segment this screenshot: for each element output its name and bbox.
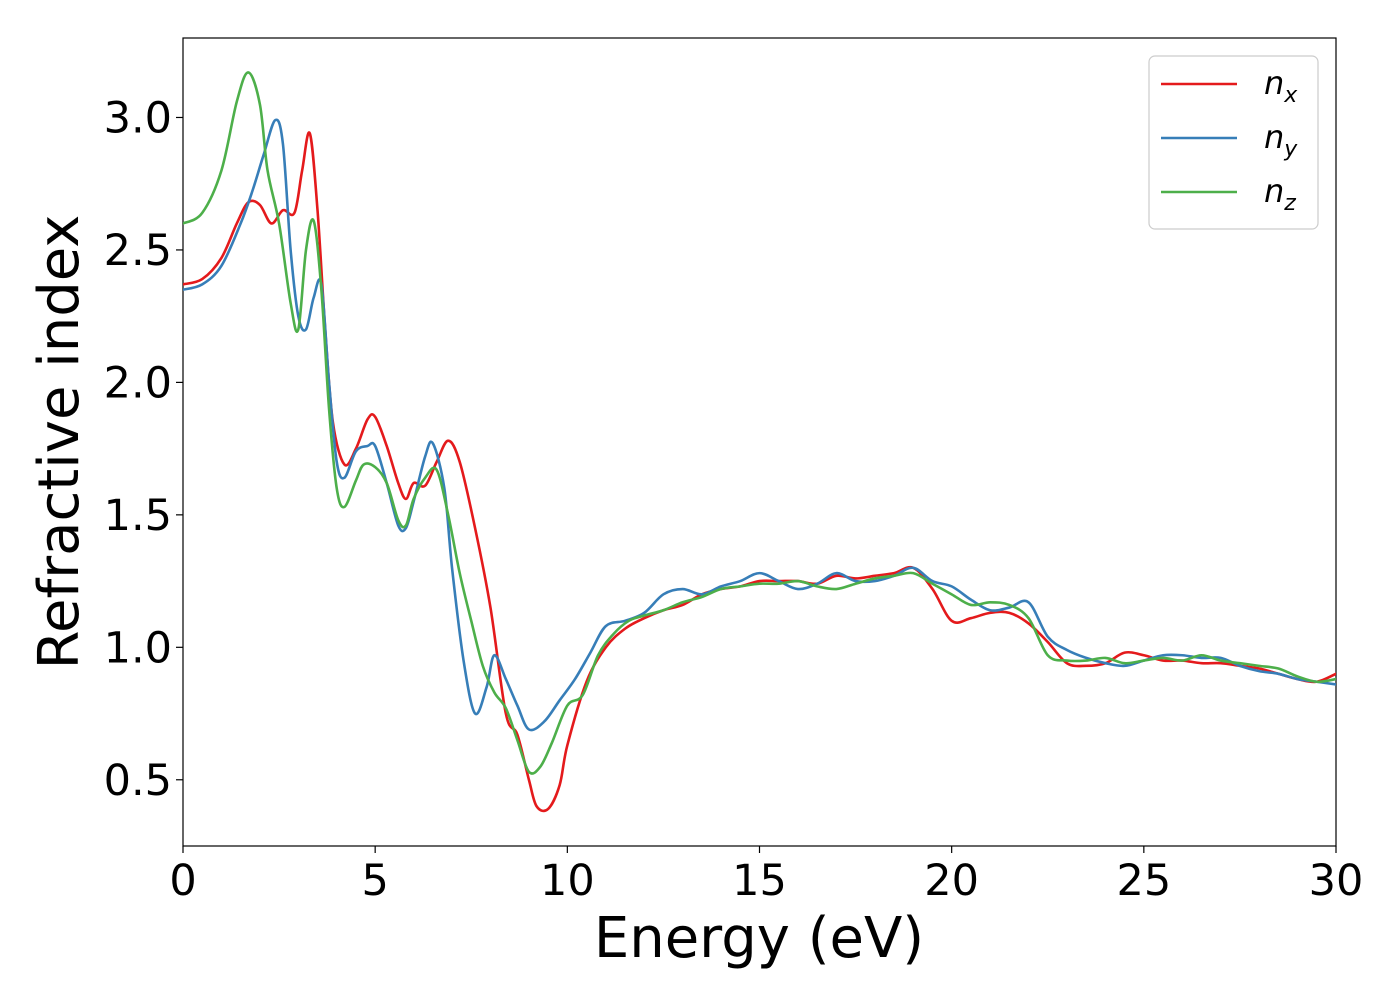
series-line-nz (183, 71, 1336, 775)
y-tick-label: 1.0 (104, 623, 172, 673)
y-axis-ticks: 0.5 1.0 1.5 2.0 2.5 3.0 (104, 93, 183, 806)
y-tick-label: 3.0 (104, 93, 172, 143)
x-tick-label: 20 (924, 856, 979, 906)
y-tick-label: 2.0 (104, 358, 172, 408)
legend-subscript: z (1283, 191, 1296, 216)
x-axis-ticks: 0 5 10 15 20 25 30 (169, 846, 1363, 906)
x-axis-label: Energy (eV) (594, 906, 924, 971)
x-tick-label: 0 (169, 856, 196, 906)
y-tick-label: 1.5 (104, 491, 172, 541)
x-tick-label: 25 (1116, 856, 1171, 906)
x-tick-label: 15 (732, 856, 787, 906)
legend-subscript: y (1283, 137, 1298, 162)
x-tick-label: 10 (540, 856, 595, 906)
series-line-nx (183, 131, 1336, 813)
legend-box (1148, 55, 1319, 230)
y-axis-label: Refractive index (27, 215, 92, 670)
x-tick-label: 30 (1309, 856, 1364, 906)
y-tick-label: 2.5 (104, 226, 172, 276)
x-tick-label: 5 (361, 856, 388, 906)
y-tick-label: 0.5 (104, 756, 172, 806)
series-layer (183, 71, 1336, 813)
legend-subscript: x (1283, 83, 1298, 108)
